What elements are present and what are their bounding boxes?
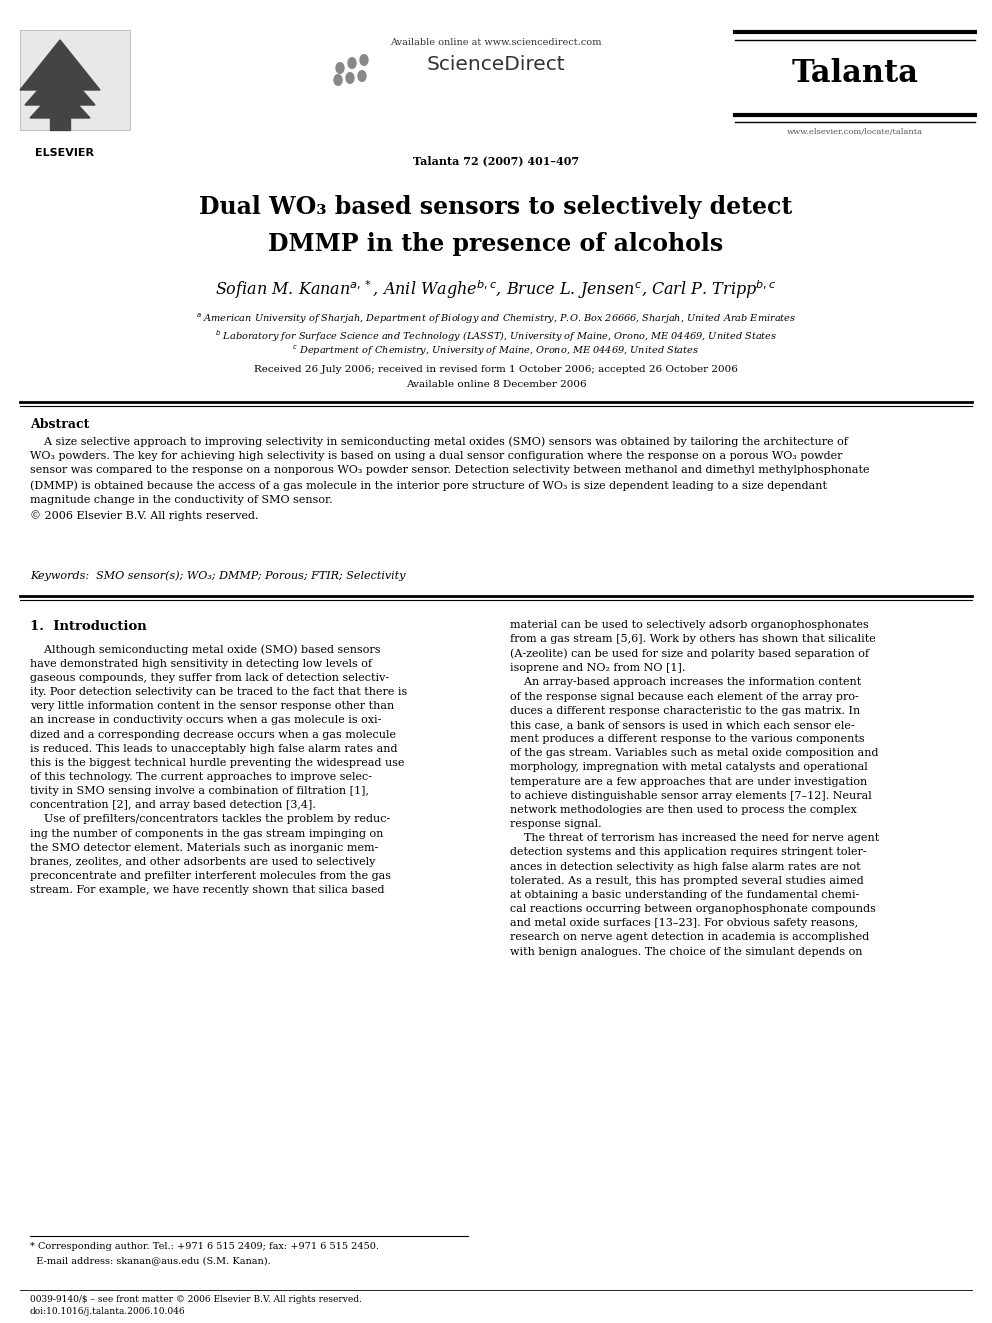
Text: $^{b}$ Laboratory for Surface Science and Technology (LASST), University of Main: $^{b}$ Laboratory for Surface Science an… xyxy=(215,328,777,344)
Text: Talanta 72 (2007) 401–407: Talanta 72 (2007) 401–407 xyxy=(413,155,579,165)
Text: Dual WO₃ based sensors to selectively detect: Dual WO₃ based sensors to selectively de… xyxy=(199,194,793,220)
Text: www.elsevier.com/locate/talanta: www.elsevier.com/locate/talanta xyxy=(787,128,923,136)
Text: Although semiconducting metal oxide (SMO) based sensors
have demonstrated high s: Although semiconducting metal oxide (SMO… xyxy=(30,644,408,896)
Text: A size selective approach to improving selectivity in semiconducting metal oxide: A size selective approach to improving s… xyxy=(30,437,870,521)
Text: $^{a}$ American University of Sharjah, Department of Biology and Chemistry, P.O.: $^{a}$ American University of Sharjah, D… xyxy=(195,312,797,327)
Text: E-mail address: skanan@aus.edu (S.M. Kanan).: E-mail address: skanan@aus.edu (S.M. Kan… xyxy=(30,1256,271,1265)
Text: Available online 8 December 2006: Available online 8 December 2006 xyxy=(406,380,586,389)
Text: Abstract: Abstract xyxy=(30,418,89,431)
Text: Sofian M. Kanan$^{a,*}$, Anil Waghe$^{b,c}$, Bruce L. Jensen$^{c}$, Carl P. Trip: Sofian M. Kanan$^{a,*}$, Anil Waghe$^{b,… xyxy=(215,278,777,300)
Text: Keywords:  SMO sensor(s); WO₃; DMMP; Porous; FTIR; Selectivity: Keywords: SMO sensor(s); WO₃; DMMP; Poro… xyxy=(30,570,406,581)
Text: Received 26 July 2006; received in revised form 1 October 2006; accepted 26 Octo: Received 26 July 2006; received in revis… xyxy=(254,365,738,374)
Text: 1.  Introduction: 1. Introduction xyxy=(30,620,147,632)
Text: 0039-9140/$ – see front matter © 2006 Elsevier B.V. All rights reserved.
doi:10.: 0039-9140/$ – see front matter © 2006 El… xyxy=(30,1295,362,1316)
Text: material can be used to selectively adsorb organophosphonates
from a gas stream : material can be used to selectively adso… xyxy=(510,620,879,957)
Text: ScienceDirect: ScienceDirect xyxy=(427,56,565,74)
Text: ELSEVIER: ELSEVIER xyxy=(36,148,94,157)
Text: $^{c}$ Department of Chemistry, University of Maine, Orono, ME 04469, United Sta: $^{c}$ Department of Chemistry, Universi… xyxy=(293,344,699,359)
Text: Talanta: Talanta xyxy=(792,58,919,89)
Text: * Corresponding author. Tel.: +971 6 515 2409; fax: +971 6 515 2450.: * Corresponding author. Tel.: +971 6 515… xyxy=(30,1242,379,1252)
Text: DMMP in the presence of alcohols: DMMP in the presence of alcohols xyxy=(269,232,723,255)
Text: Available online at www.sciencedirect.com: Available online at www.sciencedirect.co… xyxy=(390,38,602,48)
